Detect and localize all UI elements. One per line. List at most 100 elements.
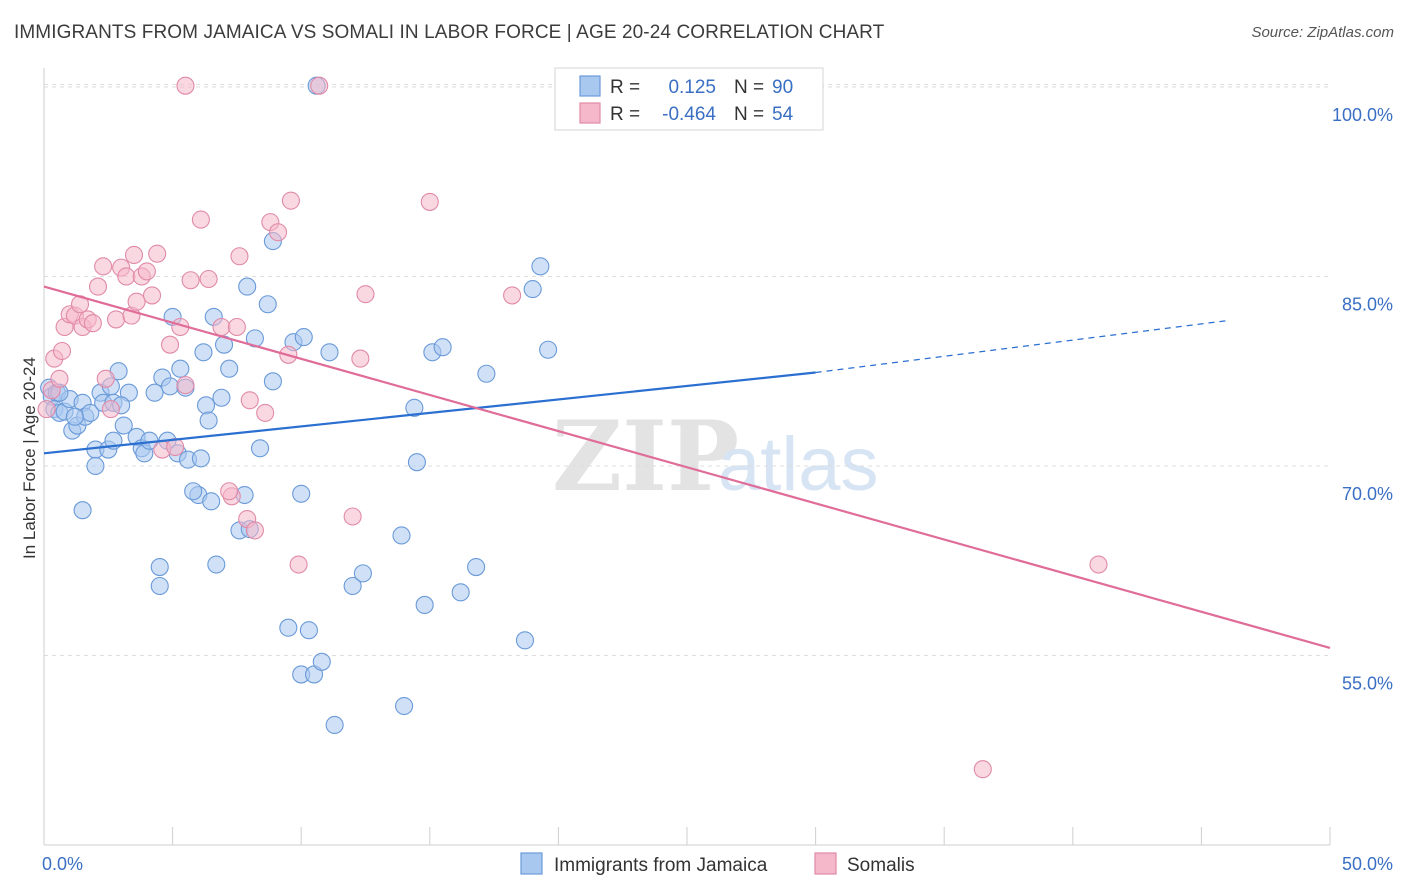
point-jamaica (395, 696, 414, 716)
point-somali (256, 403, 275, 422)
point-jamaica (220, 359, 239, 378)
point-somali (176, 76, 195, 95)
point-somali (343, 507, 362, 526)
point-somali (281, 191, 300, 210)
point-somali (127, 292, 146, 311)
point-somali (240, 391, 259, 410)
point-somali (117, 267, 136, 286)
point-jamaica (523, 280, 542, 299)
point-somali (1089, 555, 1108, 574)
point-jamaica (114, 416, 133, 435)
point-somali (148, 244, 167, 263)
point-jamaica (65, 407, 84, 426)
point-somali (973, 760, 992, 779)
trend-line-jamaica-extension (815, 320, 1228, 374)
point-jamaica (207, 555, 226, 574)
legend-n-label-jamaica: N = (734, 77, 764, 98)
point-somali (106, 310, 126, 329)
point-jamaica (150, 576, 169, 596)
legend-swatch-somali (579, 102, 601, 124)
point-jamaica (343, 576, 362, 596)
legend-r-value-somali: -0.464 (662, 104, 716, 125)
y-axis-label: In Labor Force | Age 20-24 (20, 357, 39, 559)
point-jamaica (145, 383, 164, 402)
point-somali (191, 210, 210, 229)
point-somali (83, 314, 102, 333)
point-jamaica (539, 340, 558, 359)
point-somali (181, 271, 200, 290)
y-tick-label: 85.0% (1342, 294, 1393, 314)
point-somali (50, 369, 69, 388)
bottom-legend-label-somali: Somalis (847, 855, 915, 876)
point-somali (96, 369, 115, 388)
point-jamaica (433, 338, 452, 357)
watermark-atlas: atlas (718, 422, 879, 507)
point-jamaica (86, 456, 105, 476)
y-tick-label: 70.0% (1342, 484, 1393, 504)
point-somali (310, 76, 329, 95)
point-somali (88, 277, 108, 296)
point-somali (503, 286, 522, 305)
point-jamaica (202, 492, 221, 511)
point-jamaica (263, 372, 282, 391)
point-jamaica (294, 328, 313, 347)
point-jamaica (279, 618, 298, 637)
point-somali (356, 285, 375, 304)
point-jamaica (196, 396, 216, 415)
point-jamaica (191, 449, 210, 468)
trend-lines (43, 285, 1331, 649)
legend-r-value-jamaica: 0.125 (668, 77, 716, 98)
point-jamaica (194, 343, 213, 362)
point-somali (227, 317, 246, 337)
y-tick-label: 55.0% (1342, 673, 1393, 693)
bottom-legend-label-jamaica: Immigrants from Jamaica (554, 855, 768, 876)
point-jamaica (392, 526, 411, 545)
x-ticks (43, 827, 1331, 845)
point-somali (52, 341, 72, 361)
point-jamaica (312, 652, 331, 671)
point-jamaica (405, 398, 424, 417)
legend-swatch-jamaica (579, 75, 601, 97)
point-jamaica (212, 388, 231, 407)
point-somali (220, 482, 239, 501)
point-jamaica (451, 583, 470, 602)
point-jamaica (171, 359, 190, 378)
point-somali (137, 262, 156, 281)
point-jamaica (160, 377, 180, 396)
point-somali (269, 223, 288, 242)
point-jamaica (184, 482, 203, 501)
point-jamaica (258, 295, 277, 314)
point-jamaica (299, 621, 318, 640)
bottom-legend: Immigrants from Jamaica Somalis (520, 852, 915, 876)
point-somali (230, 247, 249, 266)
point-somali (289, 555, 308, 574)
trend-line-jamaica (43, 371, 816, 455)
y-tick-labels: 55.0% 70.0% 85.0% 100.0% (1332, 105, 1393, 694)
point-jamaica (325, 715, 344, 735)
point-jamaica (73, 501, 92, 520)
x-tick-label-min: 0.0% (42, 854, 83, 874)
point-jamaica (415, 595, 434, 615)
point-jamaica (353, 564, 372, 583)
legend-r-label-jamaica: R = (610, 77, 640, 98)
point-jamaica (467, 557, 486, 577)
point-somali (37, 400, 56, 419)
point-jamaica (407, 453, 426, 472)
legend-r-label-somali: R = (610, 104, 640, 125)
x-tick-label-max: 50.0% (1342, 854, 1393, 874)
legend-n-value-somali: 54 (772, 104, 794, 125)
point-somali (124, 245, 144, 265)
point-somali (176, 376, 195, 395)
trend-line-somali (43, 285, 1331, 649)
bottom-legend-swatch-jamaica (520, 852, 543, 875)
point-somali (212, 317, 231, 337)
point-somali (142, 286, 162, 305)
point-jamaica (238, 277, 257, 296)
legend-n-value-jamaica: 90 (772, 77, 793, 98)
point-jamaica (515, 631, 535, 650)
point-jamaica (320, 343, 339, 362)
point-somali (351, 349, 370, 368)
source-label: Source: ZipAtlas.com (1251, 24, 1394, 41)
point-somali (101, 400, 120, 419)
